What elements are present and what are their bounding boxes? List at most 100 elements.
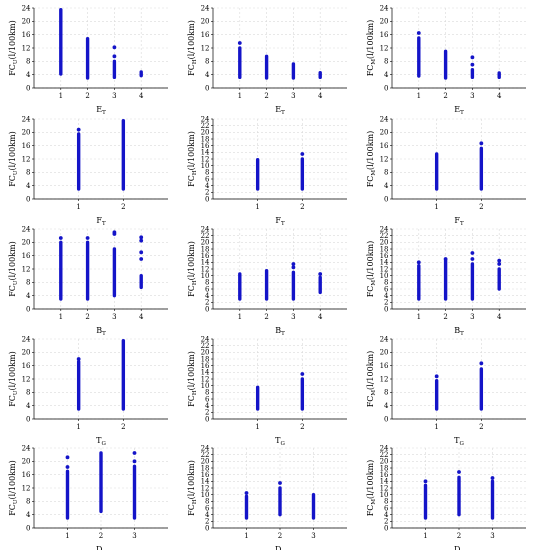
x-axis-label-main: D [275,545,281,550]
y-tick-label: 4 [205,292,210,300]
y-tick-label: 22 [201,451,210,459]
y-tick-label: 18 [380,464,389,472]
y-tick-label: 10 [380,491,389,499]
outlier-point [479,361,484,366]
y-tick-label: 4 [384,71,389,79]
y-tick-label: 14 [201,478,210,486]
x-axis-label-main: B [454,326,460,335]
x-axis-label-main: E [96,105,102,114]
y-axis-label-main: FC [366,505,375,517]
outlier-point [470,62,475,67]
y-tick-label: 0 [384,305,388,313]
y-tick-label: 16 [201,252,210,260]
y-tick-label: 10 [201,162,210,170]
y-tick-label: 0 [205,84,209,92]
y-tick-label: 18 [201,135,210,143]
panel-15: 024681012141618202224123DTFCM(l/100km) [366,444,526,550]
y-tick-label: 24 [380,115,389,123]
x-axis-label: BT [96,326,106,337]
panel-13: 04812162024123DTFCU(l/100km) [8,444,168,550]
y-tick-label: 16 [22,142,31,150]
x-tick-label: 2 [278,532,282,540]
x-axis-label-main: E [275,105,281,114]
plot-area [392,8,526,88]
x-tick-label: 1 [238,313,242,321]
x-tick-label: 1 [434,203,438,211]
y-axis-label-unit: (l/100km) [366,460,375,499]
y-axis-label-unit: (l/100km) [187,241,196,280]
y-tick-label: 4 [26,402,31,410]
y-tick-label: 2 [205,189,209,197]
y-tick-label: 22 [201,342,210,350]
x-tick-label: 1 [244,532,248,540]
plot-area [34,119,168,199]
y-tick-label: 12 [380,44,389,52]
x-axis-label: ET [275,105,285,116]
y-tick-label: 24 [22,4,31,12]
y-tick-label: 14 [201,259,210,267]
x-tick-label: 1 [417,313,421,321]
y-axis-label: FCM(l/100km) [366,131,377,188]
y-axis-label-main: FC [187,285,196,297]
y-tick-label: 22 [380,232,389,240]
outlier-point [139,257,144,261]
y-axis-label-sub: M [371,59,377,65]
y-tick-label: 8 [205,58,209,66]
y-tick-label: 18 [201,464,210,472]
x-axis-label-main: F [454,216,460,225]
x-tick-label: 2 [443,313,447,321]
x-tick-label: 2 [99,532,103,540]
y-axis-label-main: FC [187,175,196,187]
y-axis-label: FCU(l/100km) [8,241,19,297]
y-tick-label: 12 [22,155,31,163]
y-tick-label: 12 [380,265,389,273]
outlier-point [479,141,484,146]
y-tick-label: 2 [384,518,388,526]
y-tick-label: 0 [205,524,209,532]
y-tick-label: 8 [205,498,209,506]
y-axis-label-main: FC [187,395,196,407]
y-tick-label: 8 [26,498,30,506]
y-tick-label: 24 [201,115,210,123]
y-axis-label-main: FC [8,64,17,76]
y-tick-label: 20 [201,129,210,137]
y-tick-label: 16 [380,142,389,150]
y-axis-label-main: FC [8,175,17,187]
y-tick-label: 16 [22,252,31,260]
x-tick-label: 2 [85,313,89,321]
y-axis-label-unit: (l/100km) [187,460,196,499]
y-tick-label: 20 [201,458,210,466]
y-tick-label: 24 [22,444,31,452]
x-tick-label: 2 [457,532,461,540]
y-tick-label: 0 [384,84,388,92]
y-tick-label: 20 [380,458,389,466]
y-axis-label: FCH(l/100km) [187,351,198,407]
y-tick-label: 0 [26,305,30,313]
outlier-point [434,374,439,379]
y-tick-label: 4 [26,292,31,300]
x-axis-label-main: T [275,436,281,445]
x-axis-label-sub: T [460,221,464,227]
y-tick-label: 12 [22,375,31,383]
x-tick-label: 2 [479,423,483,431]
outlier-point [139,235,144,240]
outlier-point [76,357,81,361]
y-axis-label-unit: (l/100km) [366,241,375,280]
y-tick-label: 8 [384,279,388,287]
x-axis-label-main: F [275,216,281,225]
x-axis-label-sub: T [460,331,464,337]
x-tick-label: 1 [76,423,80,431]
y-axis-label-main: FC [187,504,196,516]
x-axis-label-sub: G [101,441,105,447]
y-tick-label: 8 [26,389,30,397]
x-axis-label-sub: T [102,331,106,337]
outlier-point [278,481,282,485]
y-tick-label: 4 [205,402,210,410]
x-axis-label: ET [96,105,106,116]
y-tick-label: 24 [22,115,31,123]
